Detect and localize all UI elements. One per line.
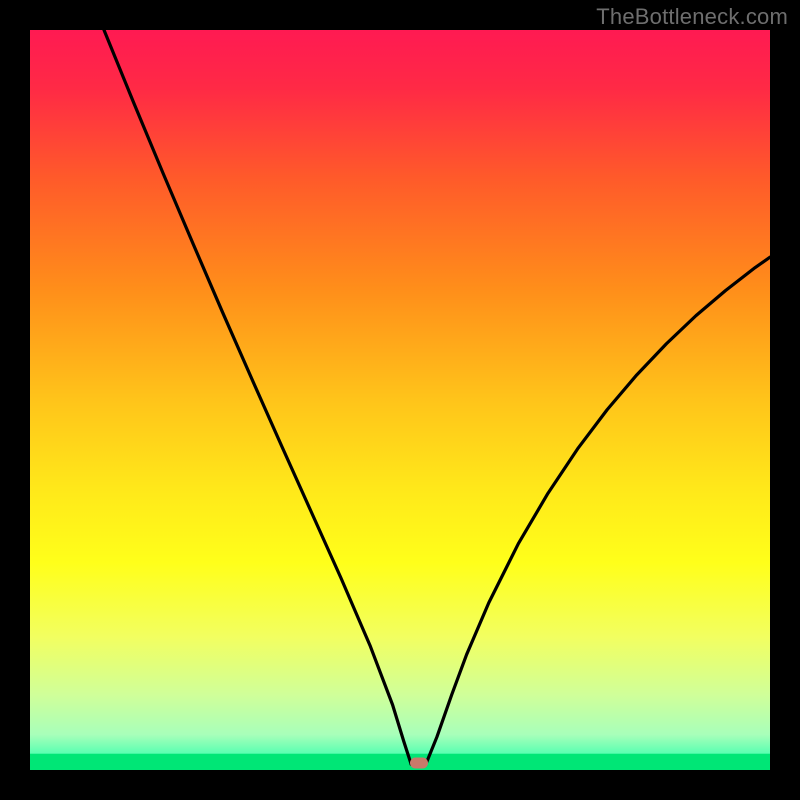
bottom-band <box>30 754 770 770</box>
plot-area <box>30 30 770 770</box>
chart-svg <box>30 30 770 770</box>
watermark-text: TheBottleneck.com <box>596 4 788 30</box>
chart-container: TheBottleneck.com <box>0 0 800 800</box>
gradient-background <box>30 30 770 770</box>
optimum-marker <box>410 758 428 769</box>
